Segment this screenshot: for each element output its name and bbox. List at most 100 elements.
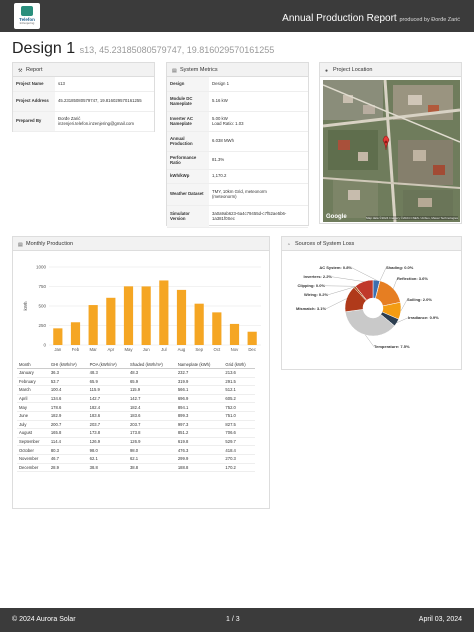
- value-cell: 48.3: [127, 368, 176, 378]
- system-metrics-panel: ▤ System Metrics Design Design 1 Module D…: [166, 62, 309, 228]
- table-row: May 178.6 182.4 182.4 894.1 752.0: [17, 402, 255, 412]
- value-cell: 65.9: [87, 377, 128, 387]
- value-cell: 100.4: [48, 385, 88, 395]
- value-cell: 142.7: [127, 394, 176, 404]
- table-row: July 200.7 203.7 203.7 997.3 827.5: [17, 420, 255, 430]
- table-row: Annual Production 6.038 MWh: [167, 131, 308, 152]
- y-tick-label: 1000: [36, 265, 47, 270]
- report-panel-header: ⚒ Report: [13, 63, 154, 77]
- table-row: Design Design 1: [167, 77, 308, 92]
- value-cell: 170.2: [223, 463, 255, 473]
- x-tick-label: Nov: [231, 347, 239, 352]
- pie-slice-label: Wiring: 0.2%: [304, 292, 328, 297]
- inverter-value: 5.00 kW: [212, 115, 228, 121]
- simulator-version-suffix: 1a381f0Sec: [212, 216, 235, 221]
- value-cell: 173.8: [127, 428, 176, 438]
- value-cell: 851.2: [175, 428, 224, 438]
- produced-by: produced by Đorđe Zarić: [399, 17, 460, 23]
- report-title: Annual Production Report: [282, 13, 397, 24]
- table-row: August 165.8 173.8 173.8 851.2 706.6: [17, 428, 255, 438]
- satellite-map[interactable]: Google Map data ©2024 Imagery ©2024 CNES…: [323, 80, 460, 222]
- pie-leader-line: [393, 278, 398, 289]
- table-row: January 36.3 48.3 48.3 232.7 213.6: [17, 368, 255, 378]
- pie-slice-label: Irradiance: 0.9%: [408, 315, 439, 320]
- metric-value: 1,170.2: [209, 169, 308, 184]
- pie-slice-label: Temperature: 7.5%: [374, 344, 410, 349]
- location-panel-header: ● Project Location: [320, 63, 461, 77]
- value-cell: 115.9: [127, 385, 176, 395]
- value-cell: 134.6: [48, 394, 88, 404]
- month-cell: March: [17, 385, 49, 395]
- x-tick-label: Jul: [161, 347, 167, 352]
- report-value: Đorđe Zarić inzenjeri.telefon.inzenjerin…: [55, 111, 154, 132]
- footer-date: April 03, 2024: [418, 616, 462, 623]
- table-row: December 28.9 38.8 38.8 188.8 170.2: [17, 463, 255, 473]
- value-cell: 126.9: [127, 437, 176, 447]
- bar: [88, 305, 98, 345]
- value-cell: 28.9: [48, 463, 88, 473]
- month-cell: November: [17, 454, 49, 464]
- monthly-panel-title: Monthly Production: [26, 241, 74, 247]
- y-tick-label: 500: [38, 304, 46, 309]
- pie-leader-line: [351, 267, 377, 281]
- month-cell: August: [17, 428, 49, 438]
- report-key: Project Name: [13, 77, 55, 92]
- report-table: Project Name s13 Project Address 45.2318…: [13, 77, 154, 132]
- bar: [229, 323, 240, 345]
- pie-chart-icon: ◔: [287, 241, 291, 248]
- bar: [176, 289, 187, 345]
- value-cell: 827.5: [223, 420, 255, 430]
- value-cell: 200.7: [48, 420, 88, 430]
- metric-value: 81.3%: [209, 151, 308, 170]
- value-cell: 899.3: [175, 411, 224, 421]
- column-header: Shaded (kWh/m²): [127, 361, 176, 369]
- column-header: Grid (kWh): [223, 361, 255, 369]
- pie-slice-label: Reflection: 3.6%: [397, 276, 428, 281]
- logo-mark-icon: [21, 6, 33, 16]
- table-row: September 114.4 126.9 126.9 619.8 529.7: [17, 437, 255, 447]
- bar: [212, 312, 222, 345]
- loss-panel-title: Sources of System Loss: [295, 241, 355, 247]
- value-cell: 53.7: [48, 377, 88, 387]
- metric-key: Inverter AC Nameplate: [167, 111, 209, 132]
- satellite-map-image: [323, 80, 460, 222]
- value-cell: 173.8: [87, 428, 128, 438]
- value-cell: 605.2: [223, 394, 255, 404]
- preparer-email: inzenjeri.telefon.inzenjering@gmail.com: [58, 121, 135, 126]
- monthly-table-body: January 36.3 48.3 48.3 232.7 213.6 February 53.…: [17, 368, 255, 473]
- pie-slice-label: Shading: 0.0%: [386, 265, 414, 270]
- value-cell: 36.3: [48, 368, 88, 378]
- monthly-panel-header: ▤ Monthly Production: [13, 237, 269, 251]
- google-logo: Google: [326, 214, 347, 220]
- metric-value: 5.00 kW Load Ratio: 1.03: [209, 111, 308, 132]
- value-cell: 188.8: [175, 463, 224, 473]
- pie-slice-label: Soiling: 2.0%: [407, 297, 432, 302]
- metric-key: Weather Dataset: [167, 183, 209, 206]
- value-cell: 98.0: [127, 445, 176, 455]
- value-cell: 62.1: [87, 454, 128, 464]
- value-cell: 115.9: [87, 385, 128, 395]
- value-cell: 182.9: [48, 411, 88, 421]
- month-cell: June: [17, 411, 49, 421]
- y-tick-label: 750: [38, 284, 46, 289]
- bar: [159, 280, 169, 345]
- value-cell: 566.1: [175, 385, 224, 395]
- design-name: Design 1: [12, 40, 76, 57]
- value-cell: 182.4: [87, 402, 128, 412]
- value-cell: 213.6: [223, 368, 255, 378]
- report-key: Prepared By: [13, 111, 55, 132]
- report-key: Project Address: [13, 91, 55, 112]
- pie-slice: [344, 309, 395, 337]
- month-cell: April: [17, 394, 49, 404]
- pie-leader-line: [396, 317, 409, 323]
- pie-leader-line: [325, 298, 347, 309]
- table-row: October 80.3 98.0 98.0 476.3 418.4: [17, 445, 255, 455]
- pie-leader-line: [400, 299, 408, 311]
- x-tick-label: Mar: [89, 347, 97, 352]
- column-header: Nameplate (kWh): [175, 361, 224, 369]
- value-cell: 126.9: [87, 437, 128, 447]
- logo-subtext: Inženjering: [19, 21, 35, 25]
- metric-value: 5.16 kW: [209, 91, 308, 112]
- pie-slice-label: AC System: 0.8%: [319, 265, 352, 270]
- logo-text: Telefon: [19, 17, 35, 22]
